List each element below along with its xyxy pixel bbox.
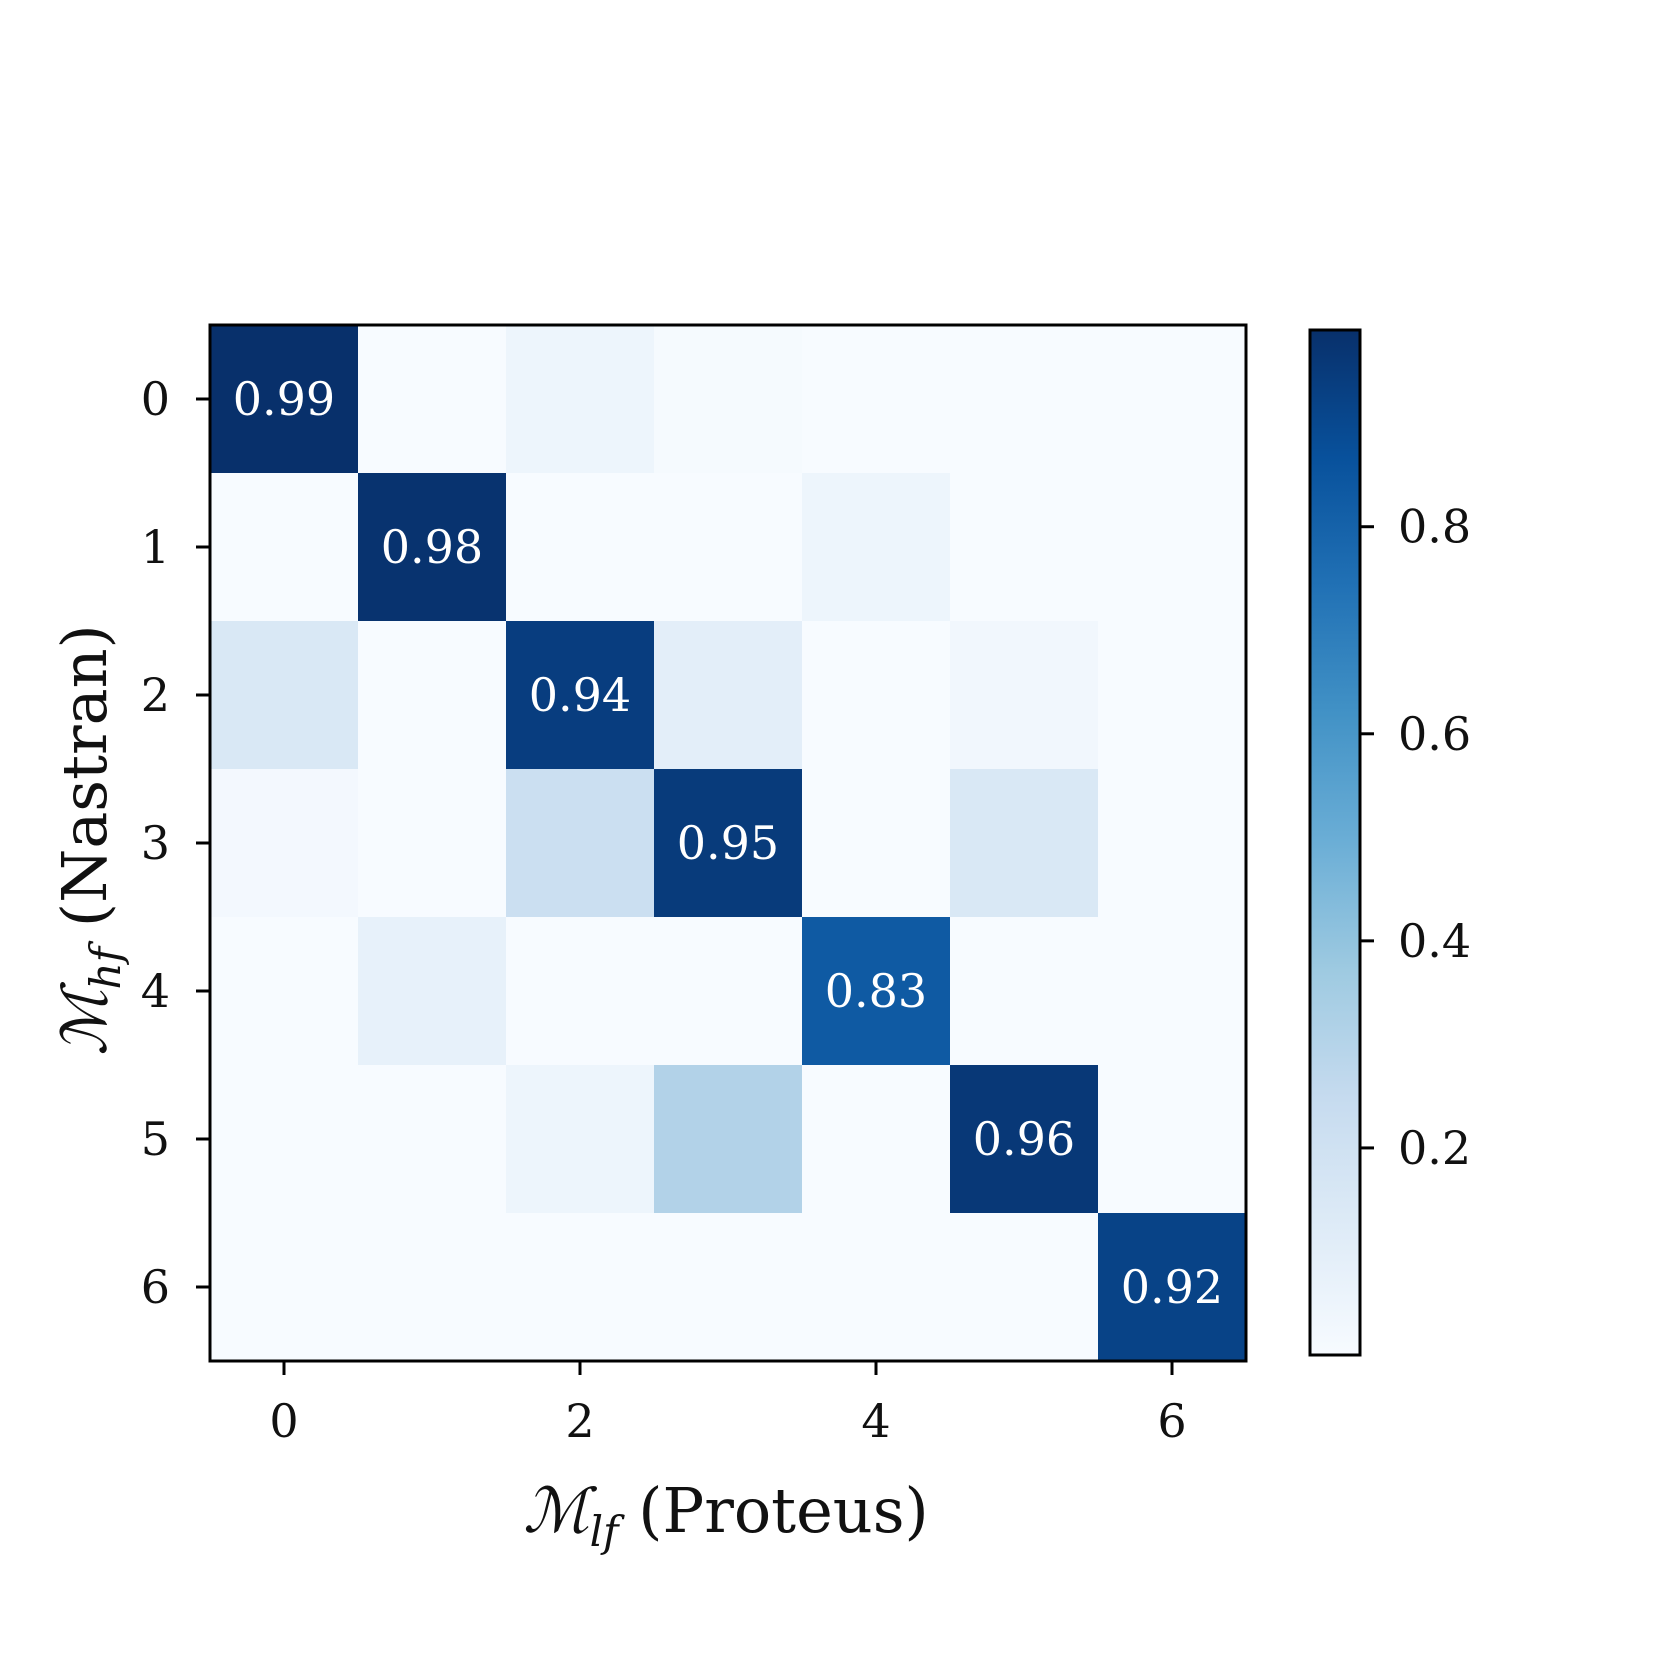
cell-value-label: 0.98 (381, 520, 483, 574)
heatmap-cell-r5-c6 (1098, 1065, 1247, 1214)
y-axis-title: ℳhf (Nastran) (48, 624, 130, 1056)
heatmap-cell-r2-c3 (654, 621, 803, 770)
heatmap-cell-r1-c4 (802, 473, 951, 622)
heatmap-cell-r6-c1 (358, 1213, 507, 1362)
colorbar-tick-label: 0.6 (1398, 707, 1471, 761)
colorbar: 0.2 0.4 0.6 0.8 (1308, 328, 1471, 1357)
x-tick-label: 6 (1157, 1394, 1186, 1448)
heatmap-cell-r4-c6 (1098, 917, 1247, 1066)
cell-value-label: 0.96 (973, 1112, 1075, 1166)
y-tick-label: 5 (141, 1112, 170, 1166)
heatmap-cell-r6-c5 (950, 1213, 1099, 1362)
x-tick-label: 0 (269, 1394, 298, 1448)
cell-value-label: 0.95 (677, 816, 779, 870)
heatmap-cell-r5-c1 (358, 1065, 507, 1214)
heatmap-cell-r0-c0 (210, 325, 359, 474)
heatmap-cell-r3-c3 (654, 769, 803, 918)
heatmap-cell-r3-c0 (210, 769, 359, 918)
heatmap-cell-r0-c6 (1098, 325, 1247, 474)
cell-value-label: 0.83 (825, 964, 927, 1018)
y-tick-label: 1 (141, 520, 170, 574)
x-axis-title: ℳlf (Proteus) (523, 1474, 928, 1556)
heatmap-cell-r2-c0 (210, 621, 359, 770)
heatmap-cell-r1-c3 (654, 473, 803, 622)
heatmap-cell-r2-c6 (1098, 621, 1247, 770)
colorbar-tick-label: 0.2 (1398, 1121, 1471, 1175)
cell-value-label: 0.94 (529, 668, 631, 722)
heatmap-cell-r6-c3 (654, 1213, 803, 1362)
heatmap-cell-r0-c1 (358, 325, 507, 474)
heatmap-cell-r1-c6 (1098, 473, 1247, 622)
heatmap-cell-r6-c6 (1098, 1213, 1247, 1362)
heatmap-cell-r3-c4 (802, 769, 951, 918)
heatmap-cell-r4-c0 (210, 917, 359, 1066)
colorbar-tick-label: 0.4 (1398, 914, 1471, 968)
y-tick-label: 0 (141, 372, 170, 426)
heatmap-cell-r6-c2 (506, 1213, 655, 1362)
heatmap-cell-r2-c4 (802, 621, 951, 770)
y-tick-label: 2 (141, 668, 170, 722)
x-tick-label: 4 (861, 1394, 890, 1448)
heatmap-cell-r1-c0 (210, 473, 359, 622)
heatmap-cell-r3-c1 (358, 769, 507, 918)
colorbar-gradient (1310, 330, 1360, 1355)
heatmap-cell-r3-c5 (950, 769, 1099, 918)
y-tick-label: 4 (141, 964, 170, 1018)
heatmap-cell-r5-c3 (654, 1065, 803, 1214)
heatmap-cells (210, 325, 1247, 1362)
colorbar-ticks: 0.2 0.4 0.6 0.8 (1360, 500, 1471, 1175)
colorbar-frame (1308, 328, 1362, 1357)
heatmap-cell-r0-c3 (654, 325, 803, 474)
heatmap-cell-r1-c1 (358, 473, 507, 622)
x-tick-label: 2 (565, 1394, 594, 1448)
heatmap-cell-r4-c1 (358, 917, 507, 1066)
heatmap-cell-r4-c5 (950, 917, 1099, 1066)
heatmap-cell-r4-c3 (654, 917, 803, 1066)
heatmap-cell-r4-c4 (802, 917, 951, 1066)
heatmap-cell-r2-c2 (506, 621, 655, 770)
heatmap-cell-r0-c2 (506, 325, 655, 474)
y-axis-ticks: 0 1 2 3 4 5 6 (141, 372, 210, 1314)
y-tick-label: 3 (141, 816, 170, 870)
heatmap-cell-r0-c5 (950, 325, 1099, 474)
heatmap-cell-r6-c0 (210, 1213, 359, 1362)
heatmap-cell-r0-c4 (802, 325, 951, 474)
heatmap-cell-r4-c2 (506, 917, 655, 1066)
colorbar-tick-label: 0.8 (1398, 500, 1471, 554)
heatmap-cell-r5-c4 (802, 1065, 951, 1214)
heatmap-cell-r3-c2 (506, 769, 655, 918)
heatmap-cell-r1-c5 (950, 473, 1099, 622)
y-tick-label: 6 (141, 1260, 170, 1314)
heatmap-cell-r3-c6 (1098, 769, 1247, 918)
heatmap-cell-r5-c0 (210, 1065, 359, 1214)
cell-value-label: 0.92 (1121, 1260, 1223, 1314)
x-axis-ticks: 0 2 4 6 (269, 1361, 1187, 1448)
cell-value-label: 0.99 (233, 372, 335, 426)
heatmap-cell-r1-c2 (506, 473, 655, 622)
heatmap-cell-labels: 0.99 0.98 0.94 0.95 0.83 0.96 0.92 (233, 372, 1223, 1314)
heatmap-cell-r5-c5 (950, 1065, 1099, 1214)
heatmap-cell-r2-c1 (358, 621, 507, 770)
heatmap-cell-r2-c5 (950, 621, 1099, 770)
heatmap-cell-r5-c2 (506, 1065, 655, 1214)
heatmap-cell-r6-c4 (802, 1213, 951, 1362)
